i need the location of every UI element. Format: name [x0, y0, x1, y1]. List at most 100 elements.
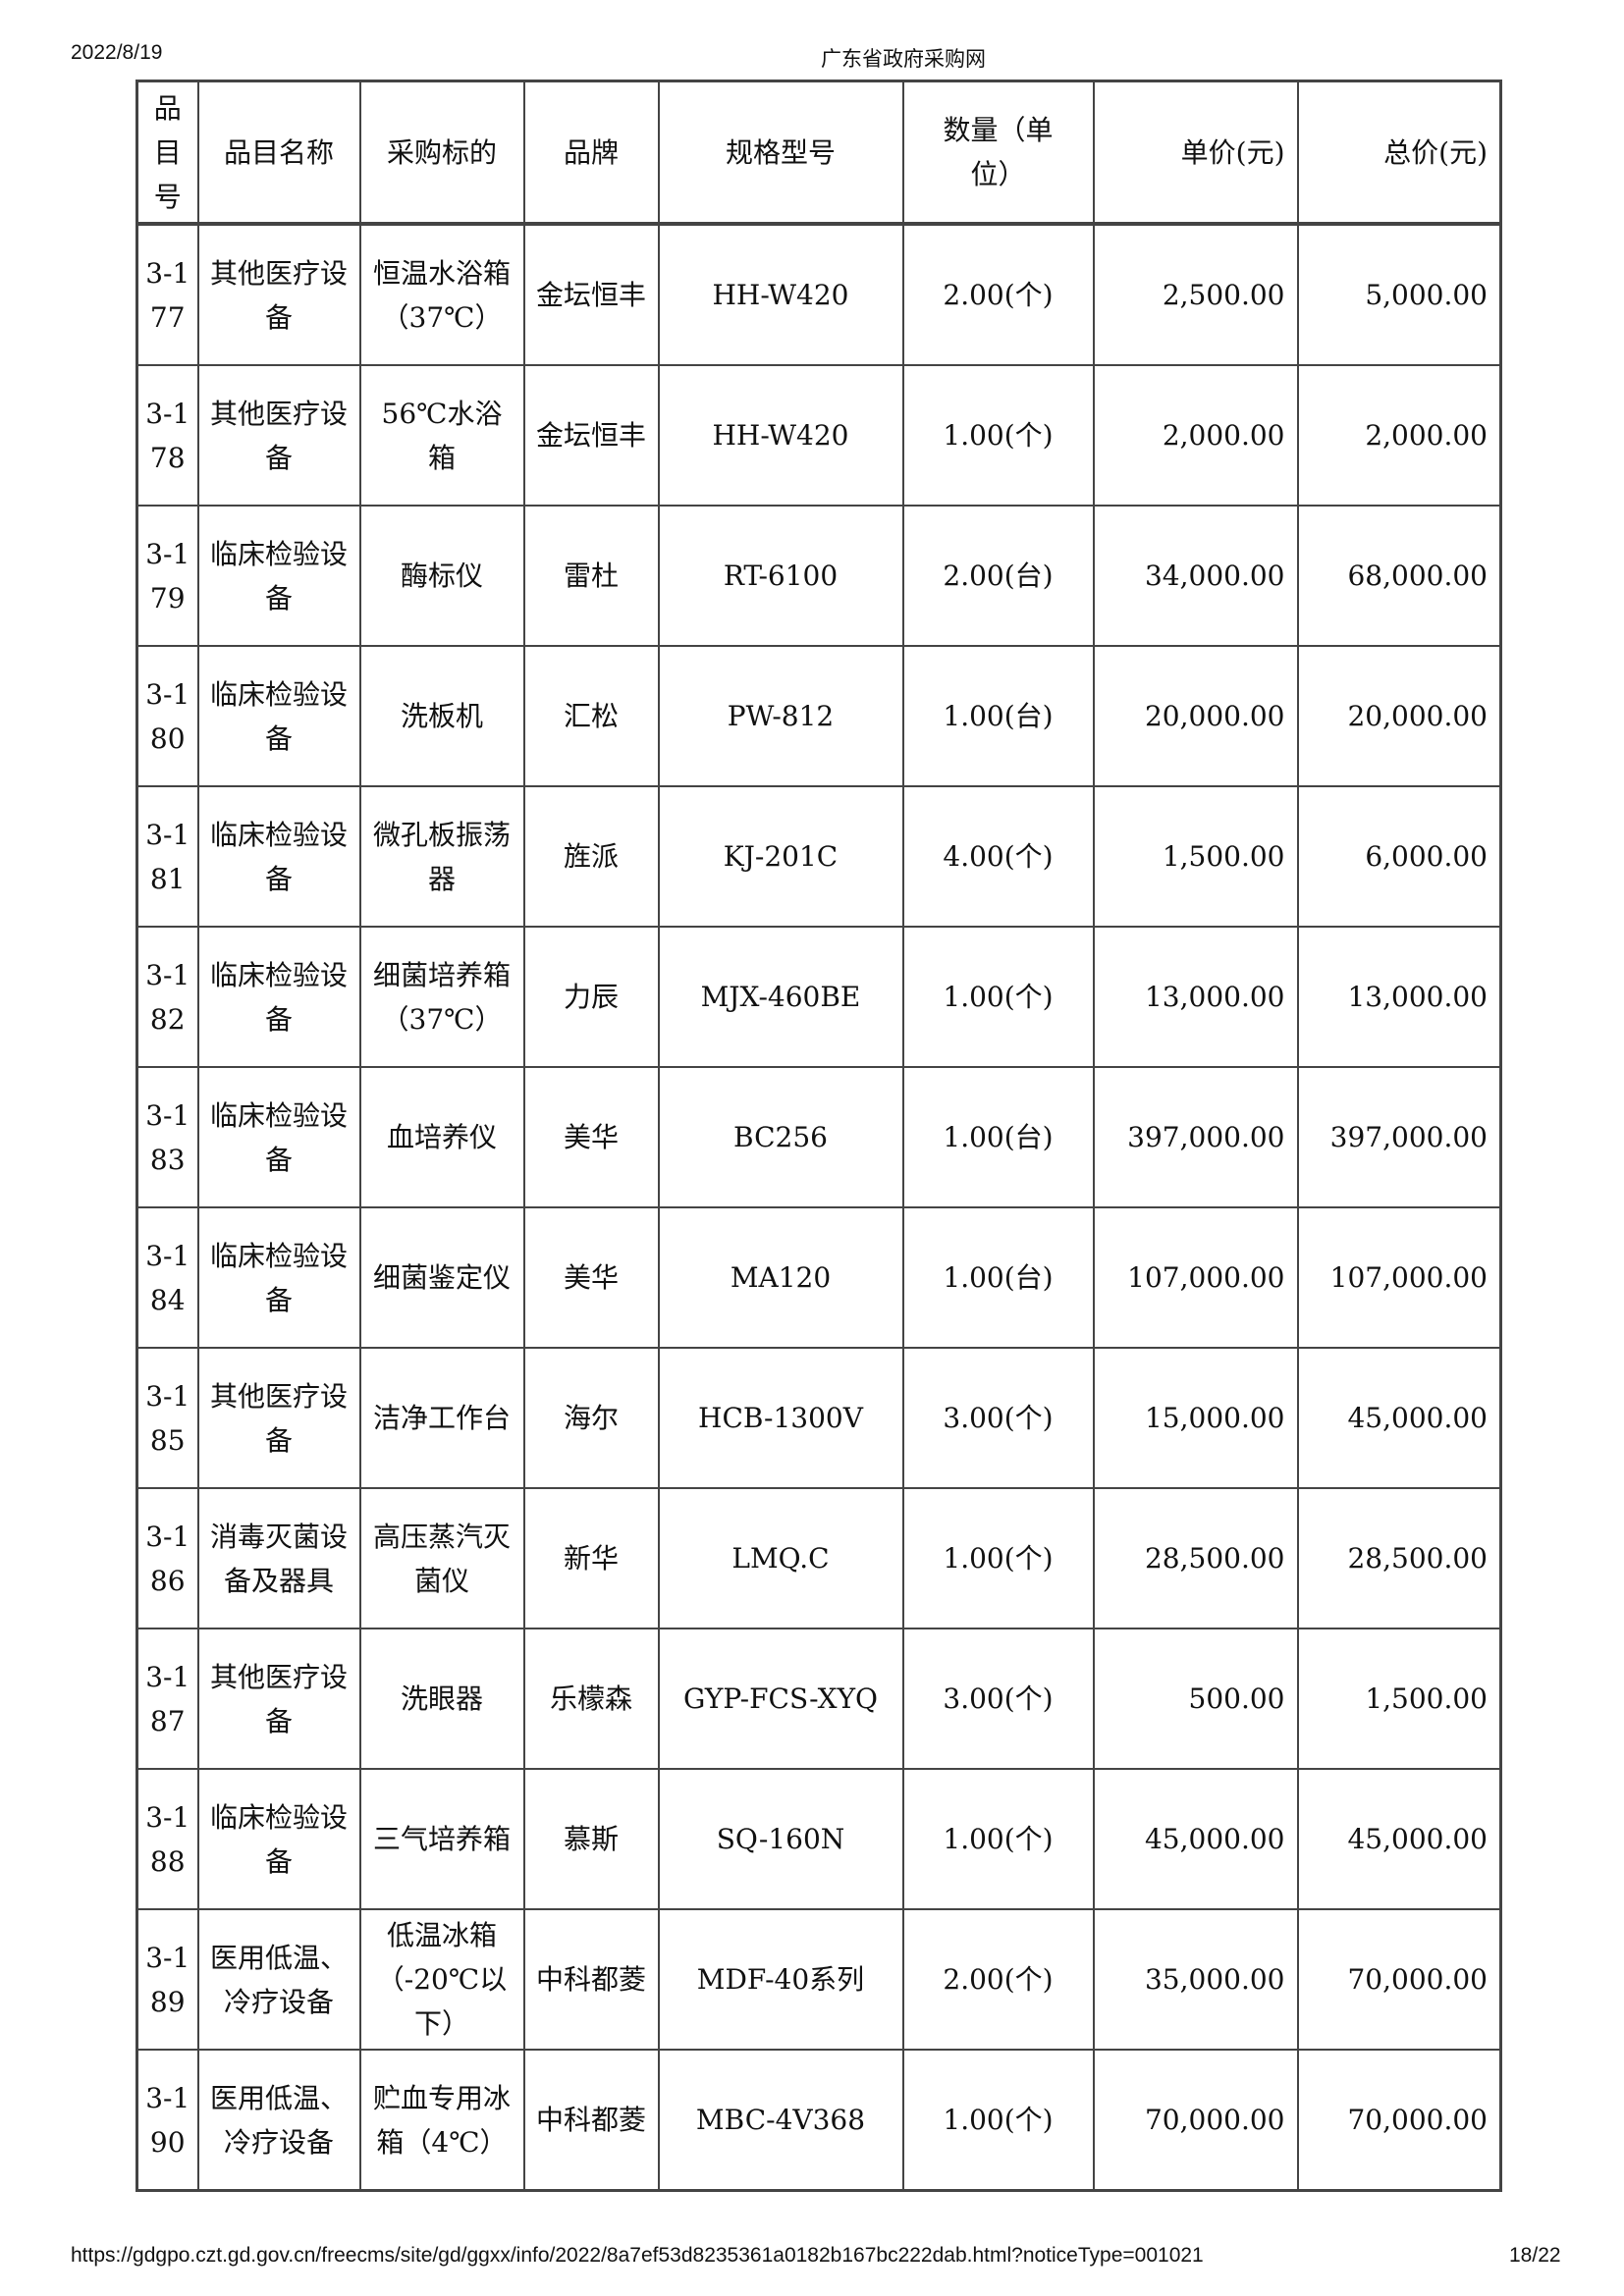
table-row: 3-189 医用低温、冷疗设备 低温冰箱（-20℃以下） 中科都菱 MDF-40系列 2.…: [135, 1908, 1502, 2051]
table-row: 3-177 其他医疗设备 恒温水浴箱（37℃） 金坛恒丰 HH-W420 2.00(个) 2…: [135, 223, 1502, 366]
print-date: 2022/8/19: [71, 41, 163, 64]
cell-category: 临床检验设备: [196, 505, 361, 647]
cell-category: 消毒灭菌设备及器具: [196, 1487, 361, 1629]
cell-item: 细菌鉴定仪: [358, 1206, 525, 1349]
cell-item-id: 3-187: [135, 1628, 199, 1770]
cell-item-id: 3-190: [135, 2049, 199, 2192]
cell-model: BC256: [657, 1066, 904, 1208]
cell-total-price: 397,000.00: [1296, 1066, 1502, 1208]
cell-brand: 汇松: [522, 645, 660, 787]
cell-item: 血培养仪: [358, 1066, 525, 1208]
cell-item-id: 3-189: [135, 1908, 199, 2051]
cell-item: 酶标仪: [358, 505, 525, 647]
cell-total-price: 45,000.00: [1296, 1768, 1502, 1910]
cell-total-price: 2,000.00: [1296, 364, 1502, 507]
col-header-quantity: 数量（单位）: [901, 80, 1095, 226]
cell-total-price: 107,000.00: [1296, 1206, 1502, 1349]
cell-category: 其他医疗设备: [196, 223, 361, 366]
cell-item-id: 3-185: [135, 1347, 199, 1489]
cell-category: 临床检验设备: [196, 1066, 361, 1208]
table-row: 3-180 临床检验设备 洗板机 汇松 PW-812 1.00(台) 20,000.00 20…: [135, 645, 1502, 787]
cell-total-price: 70,000.00: [1296, 2049, 1502, 2192]
cell-item: 微孔板振荡器: [358, 785, 525, 928]
cell-model: LMQ.C: [657, 1487, 904, 1629]
cell-total-price: 68,000.00: [1296, 505, 1502, 647]
cell-category: 其他医疗设备: [196, 364, 361, 507]
cell-item: 56℃水浴箱: [358, 364, 525, 507]
cell-item-id: 3-183: [135, 1066, 199, 1208]
cell-quantity: 1.00(个): [901, 364, 1095, 507]
cell-item-id: 3-179: [135, 505, 199, 647]
table-row: 3-181 临床检验设备 微孔板振荡器 旌派 KJ-201C 4.00(个) 1,500.0…: [135, 785, 1502, 928]
cell-item-id: 3-188: [135, 1768, 199, 1910]
cell-total-price: 5,000.00: [1296, 223, 1502, 366]
col-header-category: 品目名称: [196, 80, 361, 226]
cell-total-price: 20,000.00: [1296, 645, 1502, 787]
cell-model: MBC-4V368: [657, 2049, 904, 2192]
cell-item-id: 3-180: [135, 645, 199, 787]
cell-item: 洁净工作台: [358, 1347, 525, 1489]
cell-unit-price: 2,500.00: [1092, 223, 1299, 366]
cell-quantity: 2.00(个): [901, 1908, 1095, 2051]
cell-item: 洗板机: [358, 645, 525, 787]
table-row: 3-185 其他医疗设备 洁净工作台 海尔 HCB-1300V 3.00(个) 15,000…: [135, 1347, 1502, 1489]
cell-category: 临床检验设备: [196, 785, 361, 928]
cell-model: GYP-FCS-XYQ: [657, 1628, 904, 1770]
cell-category: 医用低温、冷疗设备: [196, 2049, 361, 2192]
cell-quantity: 1.00(台): [901, 1066, 1095, 1208]
cell-quantity: 2.00(台): [901, 505, 1095, 647]
cell-total-price: 45,000.00: [1296, 1347, 1502, 1489]
cell-quantity: 1.00(个): [901, 2049, 1095, 2192]
cell-quantity: 1.00(个): [901, 1768, 1095, 1910]
cell-quantity: 1.00(台): [901, 645, 1095, 787]
cell-item: 恒温水浴箱（37℃）: [358, 223, 525, 366]
cell-item-id: 3-181: [135, 785, 199, 928]
procurement-table: 品目号 品目名称 采购标的 品牌 规格型号 数量（单位） 单价(元) 总价(元)…: [135, 80, 1502, 2192]
cell-brand: 慕斯: [522, 1768, 660, 1910]
cell-quantity: 4.00(个): [901, 785, 1095, 928]
cell-item-id: 3-186: [135, 1487, 199, 1629]
cell-unit-price: 28,500.00: [1092, 1487, 1299, 1629]
cell-unit-price: 1,500.00: [1092, 785, 1299, 928]
table-row: 3-183 临床检验设备 血培养仪 美华 BC256 1.00(台) 397,000.00 3…: [135, 1066, 1502, 1208]
cell-item: 贮血专用冰箱（4℃）: [358, 2049, 525, 2192]
table-row: 3-178 其他医疗设备 56℃水浴箱 金坛恒丰 HH-W420 1.00(个) 2,000…: [135, 364, 1502, 507]
cell-category: 其他医疗设备: [196, 1628, 361, 1770]
col-header-model: 规格型号: [657, 80, 904, 226]
cell-total-price: 28,500.00: [1296, 1487, 1502, 1629]
cell-brand: 金坛恒丰: [522, 223, 660, 366]
cell-unit-price: 20,000.00: [1092, 645, 1299, 787]
cell-brand: 海尔: [522, 1347, 660, 1489]
cell-quantity: 1.00(个): [901, 1487, 1095, 1629]
cell-brand: 雷杜: [522, 505, 660, 647]
col-header-brand: 品牌: [522, 80, 660, 226]
cell-quantity: 3.00(个): [901, 1628, 1095, 1770]
cell-brand: 新华: [522, 1487, 660, 1629]
table-row: 3-190 医用低温、冷疗设备 贮血专用冰箱（4℃） 中科都菱 MBC-4V368 1.0…: [135, 2049, 1502, 2192]
cell-model: KJ-201C: [657, 785, 904, 928]
table-row: 3-186 消毒灭菌设备及器具 高压蒸汽灭菌仪 新华 LMQ.C 1.00(个) 28,50…: [135, 1487, 1502, 1629]
cell-quantity: 2.00(个): [901, 223, 1095, 366]
cell-category: 其他医疗设备: [196, 1347, 361, 1489]
cell-brand: 中科都菱: [522, 2049, 660, 2192]
cell-model: MJX-460BE: [657, 926, 904, 1068]
cell-unit-price: 500.00: [1092, 1628, 1299, 1770]
cell-brand: 旌派: [522, 785, 660, 928]
cell-brand: 乐檬森: [522, 1628, 660, 1770]
col-header-item: 采购标的: [358, 80, 525, 226]
cell-category: 临床检验设备: [196, 1206, 361, 1349]
cell-unit-price: 35,000.00: [1092, 1908, 1299, 2051]
cell-model: PW-812: [657, 645, 904, 787]
table-row: 3-182 临床检验设备 细菌培养箱（37℃） 力辰 MJX-460BE 1.00(个) 1…: [135, 926, 1502, 1068]
cell-model: MDF-40系列: [657, 1908, 904, 2051]
cell-item-id: 3-184: [135, 1206, 199, 1349]
cell-model: SQ-160N: [657, 1768, 904, 1910]
cell-total-price: 13,000.00: [1296, 926, 1502, 1068]
cell-category: 临床检验设备: [196, 926, 361, 1068]
cell-brand: 力辰: [522, 926, 660, 1068]
page-number: 18/22: [1509, 2244, 1561, 2267]
cell-brand: 美华: [522, 1206, 660, 1349]
col-header-id: 品目号: [135, 80, 199, 226]
cell-quantity: 1.00(台): [901, 1206, 1095, 1349]
cell-model: HH-W420: [657, 364, 904, 507]
